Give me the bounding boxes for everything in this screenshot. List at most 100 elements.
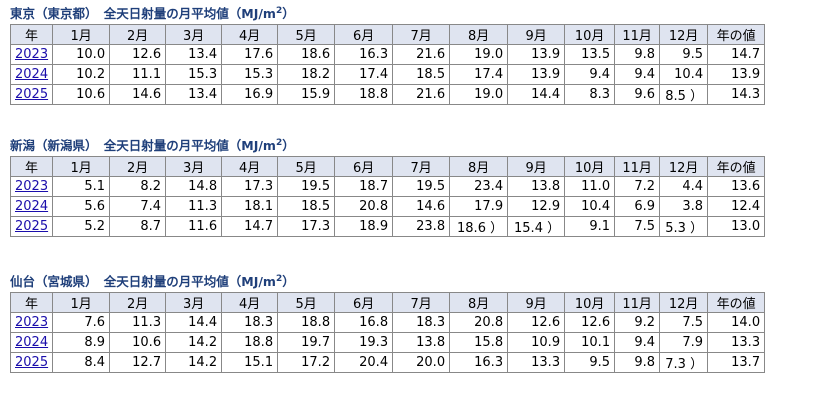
month-value-cell: 16.9 [221,84,279,105]
month-value-cell: 10.4 [564,196,616,217]
year-link[interactable]: 2023 [15,47,49,62]
month-value-cell: 9.8 [614,352,661,373]
month-value-cell: 9.8 [614,44,661,65]
month-value-cell: 16.3 [334,44,394,65]
month-value-cell: 8.4 [52,352,111,373]
year-link[interactable]: 2023 [15,315,49,330]
table-row: 2023 10.0 12.6 13.4 17.6 18.6 16.3 21.6 19.0 13.9… [9,44,766,65]
month-value-cell: 7.3 ） [659,352,709,373]
month-value-cell: 23.8 [392,216,451,237]
month-value-cell: 17.4 [449,64,509,85]
month-value-cell: 10.6 [109,332,167,353]
month-value-cell: 5.1 [52,176,111,197]
column-header: 1月 [52,156,111,177]
month-value-cell: 12.7 [109,352,167,373]
radiation-table: 年 1月 2月 3月 4月 5月 6月 7月 8月 9月 10月 11月 12月 年の値 2023 10.0 1… [9,24,766,105]
year-link[interactable]: 2025 [15,87,49,102]
year-link[interactable]: 2025 [15,355,49,370]
month-value-cell: 9.6 [614,84,661,105]
column-header: 6月 [334,24,394,45]
month-value-cell: 14.4 [165,312,223,333]
month-value-cell: 11.3 [165,196,223,217]
table-row: 2023 7.6 11.3 14.4 18.3 18.8 16.8 18.3 20.8 12.6 1… [9,312,766,333]
column-header: 9月 [507,24,566,45]
month-value-cell: 7.5 [659,312,709,333]
month-value-cell: 15.9 [277,84,336,105]
month-value-cell: 7.2 [614,176,661,197]
month-value-cell: 12.9 [507,196,566,217]
month-value-cell: 8.3 [564,84,616,105]
month-value-cell: 14.6 [392,196,451,217]
table-row: 2025 8.4 12.7 14.2 15.1 17.2 20.4 20.0 16.3 13.3 9… [9,352,766,373]
annual-value-cell: 13.7 [707,352,766,373]
year-cell: 2023 [9,176,54,197]
header-row: 年 1月 2月 3月 4月 5月 6月 7月 8月 9月 10月 11月 12月 年の値 [9,156,766,177]
station-section: 東京（東京都） 全天日射量の月平均値（MJ/m2）年 1月 2月 3月 4月 5月 6月 7月… [9,4,766,105]
year-link[interactable]: 2024 [15,67,49,82]
month-value-cell: 5.3 ） [659,216,709,237]
column-header: 1月 [52,292,111,313]
month-value-cell: 19.7 [277,332,336,353]
month-value-cell: 13.8 [507,176,566,197]
month-value-cell: 13.3 [507,352,566,373]
month-value-cell: 9.4 [614,332,661,353]
month-value-cell: 4.4 [659,176,709,197]
month-value-cell: 8.5 ） [659,84,709,105]
month-value-cell: 23.4 [449,176,509,197]
year-link[interactable]: 2023 [15,179,49,194]
month-value-cell: 13.4 [165,84,223,105]
month-value-cell: 12.6 [564,312,616,333]
month-value-cell: 17.4 [334,64,394,85]
column-header: 7月 [392,292,451,313]
radiation-table: 年 1月 2月 3月 4月 5月 6月 7月 8月 9月 10月 11月 12月 年の値 2023 5.1 8.… [9,156,766,237]
year-link[interactable]: 2024 [15,335,49,350]
year-cell: 2024 [9,64,54,85]
year-link[interactable]: 2025 [15,219,49,234]
column-header: 8月 [449,24,509,45]
month-value-cell: 12.6 [109,44,167,65]
month-value-cell: 20.8 [449,312,509,333]
month-value-cell: 12.6 [507,312,566,333]
month-value-cell: 8.9 [52,332,111,353]
month-value-cell: 18.6 ） [449,216,509,237]
month-value-cell: 9.5 [659,44,709,65]
month-value-cell: 14.6 [109,84,167,105]
table-row: 2024 5.6 7.4 11.3 18.1 18.5 20.8 14.6 17.9 12.9 10… [9,196,766,217]
month-value-cell: 6.9 [614,196,661,217]
month-value-cell: 18.7 [334,176,394,197]
column-header: 7月 [392,24,451,45]
section-title: 新潟（新潟県） 全天日射量の月平均値（MJ/m2） [10,136,765,156]
section-title: 仙台（宮城県） 全天日射量の月平均値（MJ/m2） [10,272,765,292]
column-header: 4月 [221,24,279,45]
month-value-cell: 17.3 [221,176,279,197]
month-value-cell: 10.6 [52,84,111,105]
header-row: 年 1月 2月 3月 4月 5月 6月 7月 8月 9月 10月 11月 12月 年の値 [9,24,766,45]
table-row: 2025 10.6 14.6 13.4 16.9 15.9 18.8 21.6 19.0 14.4… [9,84,766,105]
year-cell: 2023 [9,312,54,333]
month-value-cell: 5.6 [52,196,111,217]
month-value-cell: 14.2 [165,352,223,373]
month-value-cell: 14.8 [165,176,223,197]
column-header: 10月 [564,292,616,313]
column-header: 2月 [109,156,167,177]
section-title-superscript: 2 [275,137,283,148]
month-value-cell: 17.2 [277,352,336,373]
month-value-cell: 14.2 [165,332,223,353]
column-header: 10月 [564,156,616,177]
month-value-cell: 9.5 [564,352,616,373]
month-value-cell: 13.8 [392,332,451,353]
column-header: 4月 [221,156,279,177]
table-row: 2024 10.2 11.1 15.3 15.3 18.2 17.4 18.5 17.4 13.9… [9,64,766,85]
column-header: 年の値 [707,292,766,313]
year-link[interactable]: 2024 [15,199,49,214]
month-value-cell: 9.1 [564,216,616,237]
section-title-superscript: 2 [275,273,283,284]
section-title: 東京（東京都） 全天日射量の月平均値（MJ/m2） [10,4,765,24]
annual-value-cell: 14.0 [707,312,766,333]
month-value-cell: 18.5 [392,64,451,85]
column-header: 11月 [614,24,661,45]
month-value-cell: 7.5 [614,216,661,237]
column-header: 12月 [659,292,709,313]
column-header: 2月 [109,24,167,45]
